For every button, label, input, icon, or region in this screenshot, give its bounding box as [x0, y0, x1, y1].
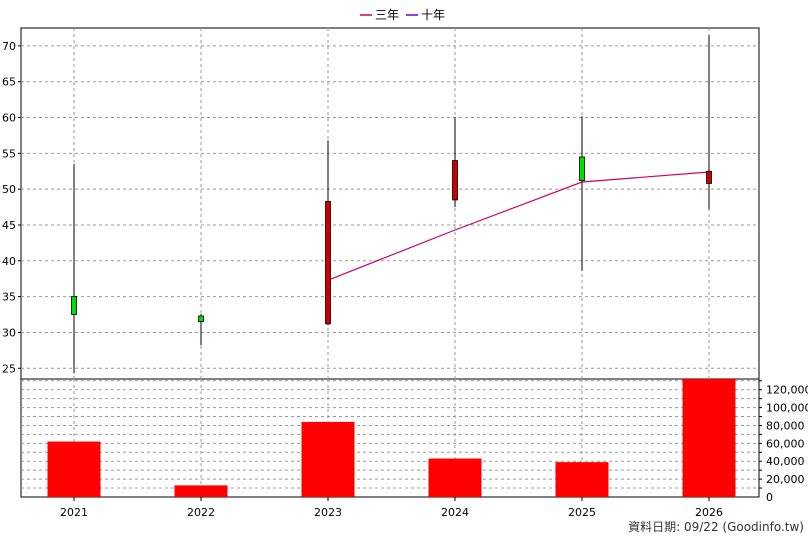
volume-bar [47, 441, 101, 497]
price-tick-label: 45 [2, 219, 16, 232]
volume-bar [174, 485, 228, 497]
price-tick-label: 55 [2, 147, 16, 160]
x-tick-label: 2026 [695, 506, 723, 519]
x-tick-label: 2025 [568, 506, 596, 519]
candle-body [706, 170, 712, 184]
average-line [327, 171, 710, 281]
price-plot-frame [20, 27, 760, 380]
candle-body [198, 315, 204, 323]
price-tick-label: 35 [2, 291, 16, 304]
candle-body [325, 200, 331, 325]
axes: 2021 2022 2023 2024 2025 2026 25 30 35 40 45 50 55 60… [2, 40, 808, 519]
average-lines [327, 171, 710, 281]
candle-body [452, 160, 458, 201]
x-tick-label: 2024 [441, 506, 469, 519]
volume-plot-frame [20, 378, 760, 498]
volume-tick-label: 20,000 [766, 473, 805, 486]
data-date-footer: 資料日期: 09/22 (Goodinfo.tw) [628, 520, 804, 534]
price-tick-label: 30 [2, 326, 16, 339]
volume-tick-label: 0 [766, 491, 773, 504]
price-tick-label: 50 [2, 183, 16, 196]
volume-bar [301, 421, 355, 497]
volume-tick-label: 60,000 [766, 437, 805, 450]
price-tick-label: 70 [2, 40, 16, 53]
price-tick-label: 40 [2, 255, 16, 268]
volume-tick-label: 80,000 [766, 419, 805, 432]
volume-bar [555, 462, 609, 497]
volume-tick-label: 120,000 [766, 384, 808, 397]
x-tick-label: 2021 [60, 506, 88, 519]
volume-bar [428, 458, 482, 497]
x-tick-label: 2023 [314, 506, 342, 519]
candle-body [71, 296, 77, 315]
volume-tick-label: 40,000 [766, 455, 805, 468]
legend-label-3y: 三年 [375, 8, 399, 22]
price-tick-label: 25 [2, 362, 16, 375]
candlesticks [71, 35, 712, 374]
legend-label-10y: 十年 [421, 8, 445, 22]
x-tick-label: 2022 [187, 506, 215, 519]
price-tick-label: 60 [2, 112, 16, 125]
legend: 三年 十年 [360, 8, 445, 22]
volume-tick-label: 100,000 [766, 402, 808, 415]
candle-body [579, 156, 585, 181]
volume-bar [682, 379, 736, 497]
grid [21, 28, 759, 497]
price-tick-label: 65 [2, 76, 16, 89]
volume-bars [47, 379, 736, 497]
